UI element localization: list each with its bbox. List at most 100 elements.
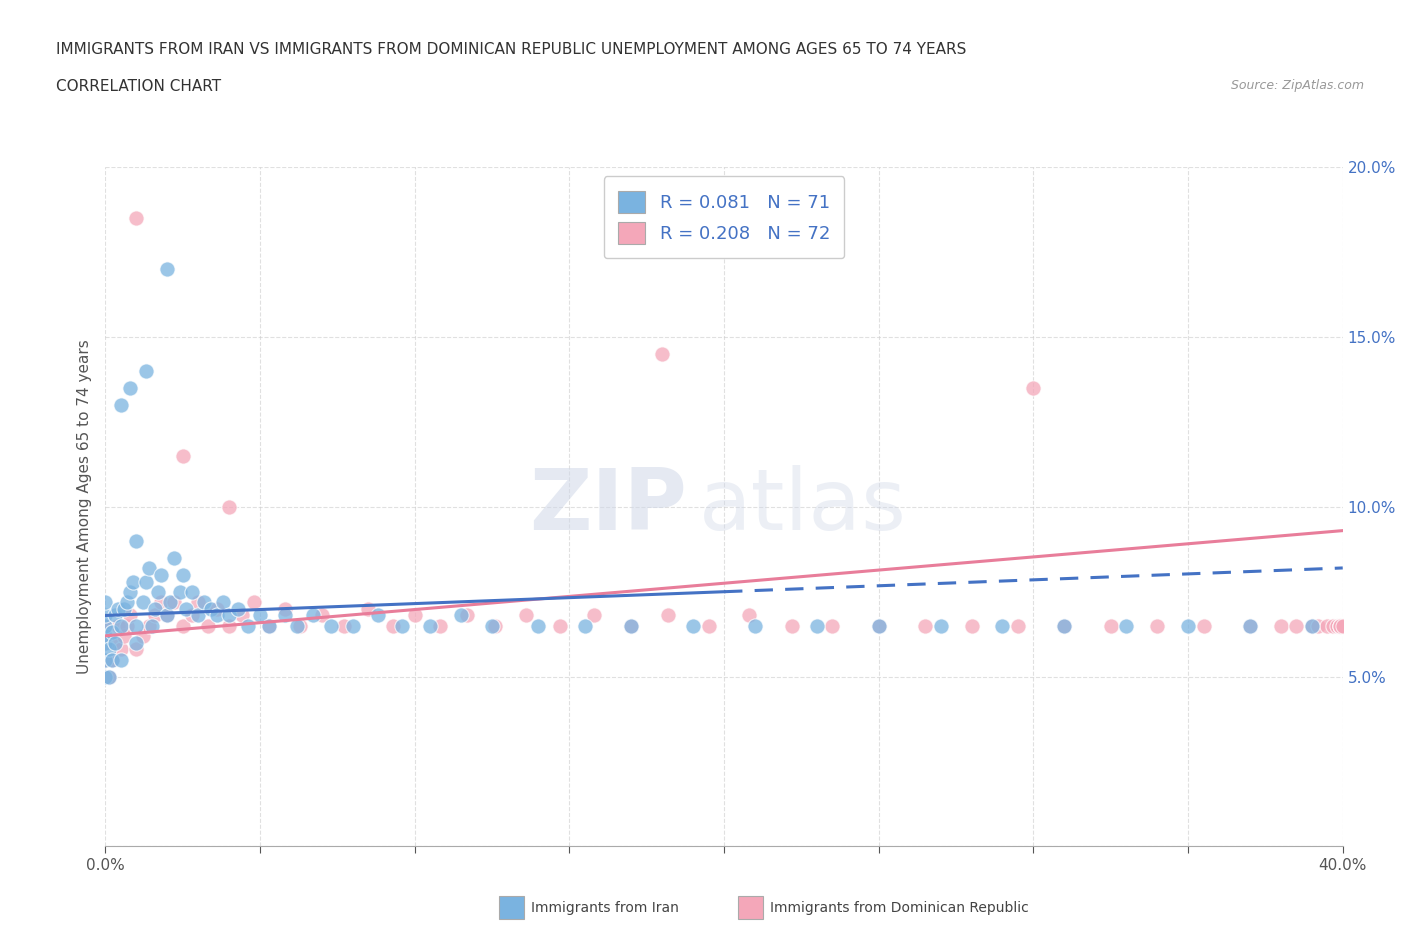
Point [548,618,571,633]
Point [172,567,194,582]
Point [1115,618,1137,633]
Point [1329,618,1351,633]
Point [187,594,209,609]
Point [94,670,117,684]
Point [146,584,169,599]
Point [94,618,117,633]
Point [94,652,117,667]
Point [697,618,720,633]
Point [94,594,117,609]
Y-axis label: Unemployment Among Ages 65 to 74 years: Unemployment Among Ages 65 to 74 years [76,339,91,674]
Point [181,608,204,623]
Point [991,618,1014,633]
Point [156,262,179,277]
Point [1146,618,1168,633]
Point [150,567,173,582]
Point [131,629,153,644]
Point [657,608,679,623]
Point [94,635,117,650]
Point [456,608,478,623]
Point [94,629,117,644]
Point [484,618,506,633]
Point [138,618,160,633]
Point [150,594,173,609]
Point [321,618,343,633]
Point [120,380,142,395]
Point [1053,618,1076,633]
Point [94,652,117,667]
Point [738,608,761,623]
Point [218,499,240,514]
Point [1331,618,1354,633]
Point [162,594,184,609]
Point [138,561,160,576]
Point [620,618,643,633]
Point [929,618,952,633]
Point [104,635,127,650]
Point [868,618,890,633]
Point [159,594,181,609]
Point [429,618,451,633]
Point [197,618,219,633]
Point [120,608,142,623]
Point [527,618,550,633]
Point [1306,618,1329,633]
Point [914,618,936,633]
Point [1326,618,1348,633]
Point [1322,618,1344,633]
Text: Immigrants from Iran: Immigrants from Iran [531,900,679,915]
Text: atlas: atlas [699,465,907,549]
Point [172,448,194,463]
Point [274,608,297,623]
Point [187,608,209,623]
Point [110,652,132,667]
Text: ZIP: ZIP [529,465,688,549]
Text: Immigrants from Dominican Republic: Immigrants from Dominican Republic [770,900,1029,915]
Point [515,608,537,623]
Point [94,670,117,684]
Point [100,652,122,667]
Point [162,551,184,565]
Point [231,608,253,623]
Point [382,618,405,633]
Point [169,584,191,599]
Point [1239,618,1261,633]
Point [104,635,127,650]
Point [120,584,142,599]
Point [218,608,240,623]
Point [249,608,271,623]
Point [1301,618,1323,633]
Point [391,618,413,633]
Point [574,618,596,633]
Point [1007,618,1029,633]
Point [107,618,129,633]
Point [100,625,122,640]
Point [97,670,120,684]
Point [419,618,441,633]
Point [301,608,323,623]
Point [97,670,120,684]
Point [1329,618,1351,633]
Point [682,618,704,633]
Point [780,618,803,633]
Point [110,642,132,657]
Point [94,608,117,623]
Point [744,618,766,633]
Point [125,618,148,633]
Point [107,602,129,617]
Point [156,608,179,623]
Point [357,602,380,617]
Point [143,608,166,623]
Point [112,629,135,644]
Point [104,608,127,623]
Point [115,618,138,633]
Point [218,618,240,633]
Point [868,618,890,633]
Point [620,618,643,633]
Point [141,618,163,633]
Point [125,534,148,549]
Point [193,594,215,609]
Point [110,618,132,633]
Point [94,635,117,650]
Point [135,574,157,589]
